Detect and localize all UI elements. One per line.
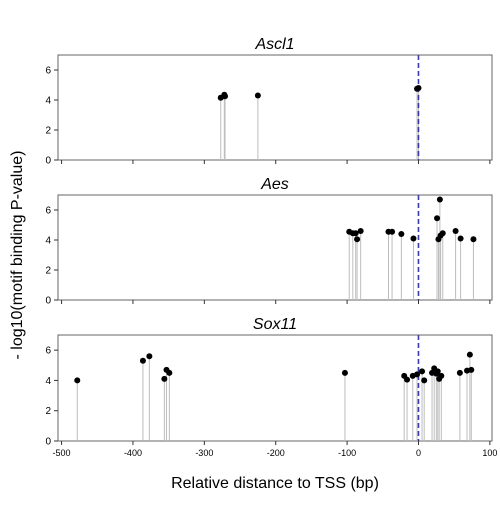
x-tick-label: -500 xyxy=(53,448,71,458)
data-point xyxy=(357,228,364,234)
data-point xyxy=(254,92,261,99)
data-point xyxy=(456,369,463,376)
data-point xyxy=(139,357,146,364)
data-point xyxy=(434,215,441,222)
panel-ascl1: Ascl1 0 2 4 6 xyxy=(45,36,493,167)
data-point xyxy=(457,235,464,242)
x-tick-label: -400 xyxy=(124,448,142,458)
y-axis-label: - log10(motif binding P-value) xyxy=(9,151,26,360)
data-point xyxy=(398,231,405,237)
panel-title: Sox11 xyxy=(253,316,297,333)
y-tick-label: 2 xyxy=(45,406,51,417)
y-tick-label: 6 xyxy=(45,346,51,357)
data-point xyxy=(222,93,229,100)
x-tick-label: -100 xyxy=(338,448,356,458)
data-point xyxy=(415,85,422,91)
x-tick-label: -300 xyxy=(195,448,213,458)
data-point xyxy=(466,351,473,358)
data-point xyxy=(470,236,477,243)
x-tick-label: -200 xyxy=(267,448,285,458)
panel-frame xyxy=(57,334,493,442)
data-point xyxy=(161,375,168,382)
data-point xyxy=(438,372,445,379)
data-point xyxy=(341,369,348,376)
y-tick-label: 2 xyxy=(45,266,51,277)
x-tick-label: 100 xyxy=(482,448,497,458)
y-tick-label: 6 xyxy=(45,66,51,77)
y-tick-label: 4 xyxy=(45,96,51,107)
data-point xyxy=(389,228,396,235)
data-point xyxy=(352,230,359,237)
panel-frame xyxy=(57,54,493,161)
y-tick-label: 4 xyxy=(45,376,51,387)
panel-aes: Aes 0 2 4 6 xyxy=(45,176,493,307)
data-point xyxy=(468,366,475,373)
x-tick-label: 0 xyxy=(416,448,421,458)
y-tick-label: 0 xyxy=(45,437,51,448)
y-tick-label: 0 xyxy=(45,156,51,167)
data-point xyxy=(452,228,459,234)
panel-frame xyxy=(57,194,493,301)
data-point xyxy=(436,196,443,203)
data-point xyxy=(419,368,426,375)
data-point xyxy=(414,371,421,378)
panel-title: Aes xyxy=(260,176,289,193)
data-point xyxy=(146,353,153,360)
data-point xyxy=(410,235,417,242)
data-point xyxy=(439,230,446,237)
y-tick-label: 0 xyxy=(45,296,51,307)
data-point xyxy=(166,369,173,376)
data-point xyxy=(421,377,428,384)
x-axis-label: Relative distance to TSS (bp) xyxy=(171,475,379,492)
data-point xyxy=(74,377,81,384)
data-point xyxy=(434,368,441,375)
data-point xyxy=(404,376,411,383)
y-tick-label: 6 xyxy=(45,206,51,217)
panel-title: Ascl1 xyxy=(254,36,294,53)
panel-sox11: Sox11 0 2 4 6 -500 -400 -300 -200 -100 0 100 xyxy=(45,316,497,458)
y-tick-label: 2 xyxy=(45,126,51,137)
y-tick-label: 4 xyxy=(45,236,51,247)
data-point xyxy=(354,236,361,243)
